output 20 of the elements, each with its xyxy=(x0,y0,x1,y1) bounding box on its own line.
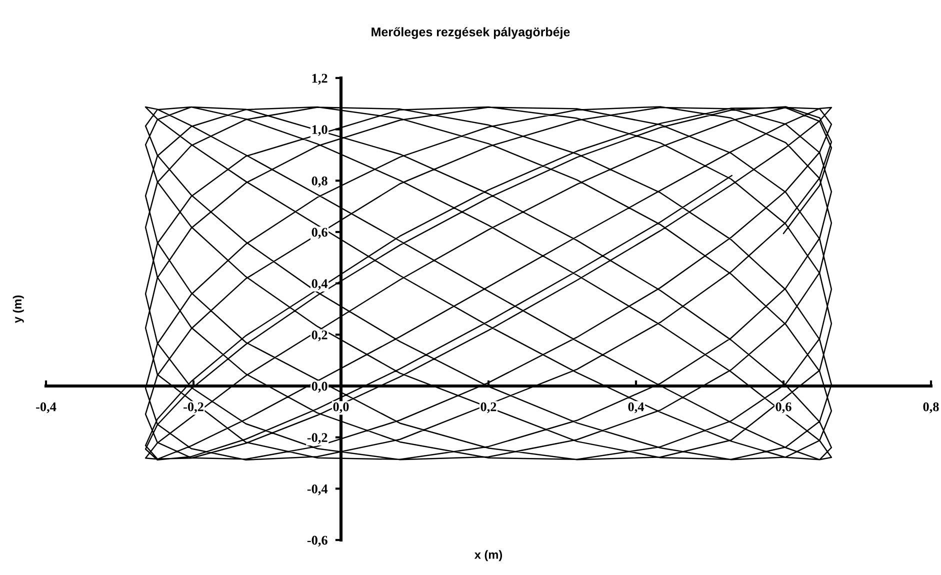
x-tick-label: 0,0 xyxy=(333,402,349,414)
x-tick-label: 0,8 xyxy=(923,402,939,414)
x-tick-label: 0,2 xyxy=(480,402,496,414)
y-tick-label: 0,8 xyxy=(312,176,328,188)
chart-title: Merőleges rezgések pályagörbéje xyxy=(372,27,570,39)
x-tick-label: -0,2 xyxy=(184,402,204,414)
x-tick-label: 0,6 xyxy=(776,402,792,414)
y-tick-label: 0,0 xyxy=(312,382,328,393)
y-tick-label: -0,2 xyxy=(307,433,328,444)
y-tick-label: -0,4 xyxy=(307,484,328,496)
y-tick-label: 0,4 xyxy=(312,279,328,290)
x-axis-title: x (m) xyxy=(474,550,502,562)
y-tick-label: 1,2 xyxy=(312,74,328,85)
y-axis-title: y (m) xyxy=(12,295,24,324)
y-tick-label: 1,0 xyxy=(312,125,328,136)
y-tick-label: 0,2 xyxy=(312,330,328,342)
y-tick-label: 0,6 xyxy=(312,228,328,239)
y-tick-label: -0,6 xyxy=(307,536,328,547)
x-tick-label: -0,4 xyxy=(36,402,56,414)
x-tick-label: 0,4 xyxy=(628,402,644,414)
